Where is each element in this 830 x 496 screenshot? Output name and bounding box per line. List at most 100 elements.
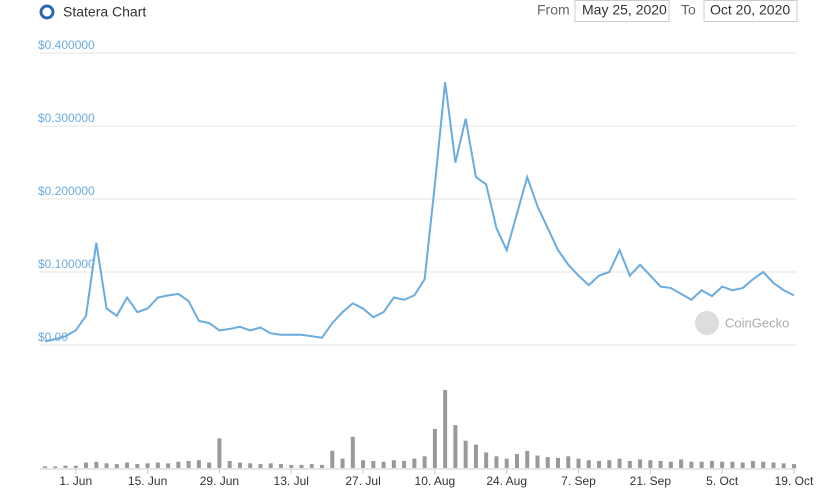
to-date[interactable]: Oct 20, 2020 — [710, 2, 790, 18]
x-tick-label: 27. Jul — [345, 474, 380, 488]
from-label: From — [537, 2, 570, 18]
volume-bar — [658, 460, 663, 468]
volume-bar — [525, 450, 530, 468]
volume-bar — [258, 464, 263, 468]
volume-bar — [207, 462, 212, 468]
volume-bar — [617, 458, 622, 468]
volume-bar — [494, 456, 499, 468]
volume-bar — [791, 464, 796, 468]
volume-bar — [145, 463, 150, 468]
volume-bar — [268, 463, 273, 468]
volume-bar — [186, 460, 191, 468]
volume-bar — [720, 461, 725, 468]
y-tick-label: $0.400000 — [38, 38, 95, 52]
to-input[interactable] — [703, 0, 798, 22]
x-tick-label: 1. Jun — [59, 474, 92, 488]
y-tick-label: $0.300000 — [38, 111, 95, 125]
volume-bar — [176, 461, 181, 468]
x-tick-label: 29. Jun — [200, 474, 239, 488]
volume-bar — [412, 458, 417, 468]
volume-bar — [371, 460, 376, 468]
volume-bar — [463, 440, 468, 468]
volume-bar — [597, 460, 602, 468]
x-tick-label: 21. Sep — [630, 474, 672, 488]
volume-bar — [484, 452, 489, 468]
logo — [39, 4, 55, 20]
volume-bar — [638, 459, 643, 468]
volume-bar — [125, 462, 130, 468]
volume-bar — [309, 464, 314, 468]
volume-bar — [196, 460, 201, 468]
chart-title: Statera Chart — [63, 4, 146, 20]
volume-bar — [299, 464, 304, 468]
volume-bar — [545, 457, 550, 468]
volume-bar — [453, 425, 458, 468]
volume-bar — [330, 450, 335, 468]
volume-bar — [237, 462, 242, 468]
volume-bar — [84, 462, 89, 468]
volume-bar — [556, 457, 560, 468]
from-date[interactable]: May 25, 2020 — [582, 2, 667, 18]
volume-bar — [535, 455, 540, 468]
volume-bar — [740, 462, 745, 468]
volume-bar — [709, 460, 714, 468]
volume-bar — [504, 458, 509, 468]
volume-bar — [627, 460, 632, 468]
volume-bar — [166, 463, 171, 468]
volume-bar — [761, 461, 766, 468]
volume-bar — [104, 463, 109, 468]
volume-bar — [114, 464, 119, 468]
volume-bar — [350, 436, 355, 468]
x-tick-label: 24. Aug — [486, 474, 527, 488]
volume-bar — [63, 465, 68, 468]
volume-bar — [514, 453, 519, 468]
watermark: CoinGecko — [725, 315, 789, 330]
volume-bar — [381, 461, 386, 468]
volume-bar — [576, 458, 581, 468]
volume-bar — [289, 464, 294, 468]
volume-bar — [43, 466, 47, 468]
volume-bar — [361, 460, 366, 468]
volume-bar — [320, 464, 325, 468]
volume-bar — [278, 464, 283, 468]
y-tick-label: $0.200000 — [38, 184, 95, 198]
to-label: To — [681, 2, 696, 18]
volume-bar — [750, 460, 755, 468]
volume-bar — [730, 461, 735, 468]
volume-bar — [73, 465, 78, 468]
volume-bar — [771, 462, 776, 468]
volume-bar — [648, 460, 653, 468]
price-line — [44, 82, 795, 343]
volume-bar — [699, 461, 704, 468]
x-tick-label: 7. Sep — [561, 474, 596, 488]
x-tick-label: 10. Aug — [415, 474, 456, 488]
volume-bar — [473, 444, 478, 468]
volume-bar — [135, 464, 140, 468]
x-tick-label: 15. Jun — [128, 474, 167, 488]
volume-bar — [689, 461, 694, 468]
x-tick-label: 19. Oct — [775, 474, 814, 488]
volume-bar — [432, 429, 437, 468]
volume-bar — [227, 460, 232, 468]
x-tick-label: 5. Oct — [706, 474, 739, 488]
volume-bar — [155, 462, 160, 468]
watermark-logo — [695, 311, 719, 335]
volume-bar — [422, 456, 427, 468]
volume-bar — [248, 463, 253, 468]
x-tick-label: 13. Jul — [274, 474, 309, 488]
volume-bar — [443, 390, 448, 468]
volume-bar — [94, 461, 99, 468]
volume-bar — [668, 461, 673, 468]
volume-bar — [402, 460, 407, 468]
volume-bar — [391, 460, 396, 468]
y-tick-label: $0.100000 — [38, 257, 95, 271]
volume-bar — [586, 460, 591, 468]
volume-bar — [607, 460, 612, 468]
volume-bar — [566, 456, 571, 468]
volume-bar — [679, 459, 684, 468]
volume-bar — [217, 438, 222, 468]
from-input[interactable] — [574, 0, 670, 22]
volume-bar — [340, 458, 345, 468]
volume-bar — [53, 466, 58, 468]
